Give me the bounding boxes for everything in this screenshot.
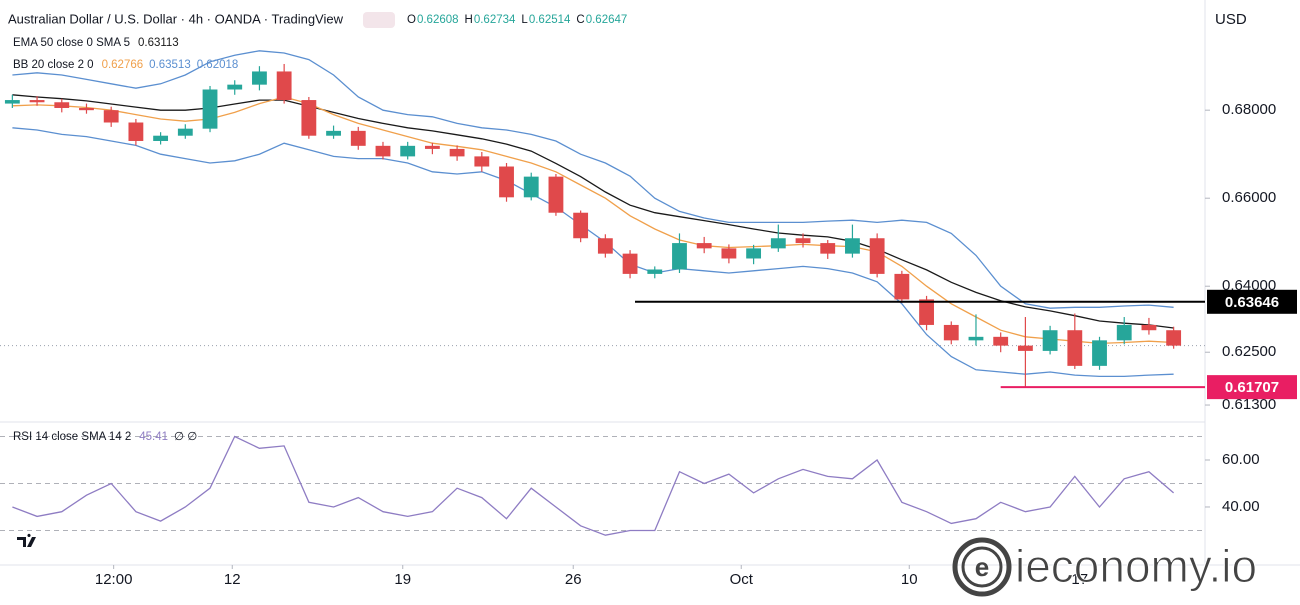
candle-body [301, 100, 317, 136]
indicator-value: 0.62018 [197, 59, 239, 71]
x-tick-label: 10 [901, 571, 918, 588]
level-label: 0.61707 [1225, 379, 1279, 396]
x-tick-label: 26 [565, 571, 582, 588]
x-tick-label: 19 [394, 571, 411, 588]
candle-body [252, 71, 267, 85]
rsi-line [12, 435, 1175, 536]
ohlc-value: 0.62608 [417, 14, 459, 26]
candle-body [795, 238, 811, 244]
labels: O 0.62608 H 0.62734 L 0.62514 C 0.62647 EMA 50 c… [13, 12, 1297, 588]
x-tick-label: Oct [730, 571, 754, 588]
candle-body [919, 299, 934, 325]
candle-body [4, 100, 20, 104]
candle-body [202, 89, 218, 129]
indicator-value: 0.63513 [149, 59, 191, 71]
symbol-badge [363, 12, 395, 28]
candle-body [622, 253, 638, 274]
candle-body [573, 212, 589, 239]
indicator-value: 0.62766 [102, 59, 144, 71]
tv-logo [17, 533, 36, 547]
candle-body [424, 145, 440, 149]
chart-title: Australian Dollar / U.S. Dollar · 4h · O… [8, 11, 344, 26]
candle-body [1042, 330, 1058, 351]
candle-body [869, 238, 885, 274]
y-tick-label: 0.68000 [1222, 101, 1276, 118]
ohlc-label: O [407, 14, 416, 26]
candle-body [103, 110, 119, 123]
candle-body [177, 128, 193, 136]
indicator-name: EMA 50 close 0 SMA 5 [13, 37, 130, 49]
candle-body [29, 100, 45, 103]
candle-body [845, 238, 860, 254]
y-tick-label: 0.62500 [1222, 343, 1276, 360]
candle-body [1067, 330, 1083, 366]
candle-body [770, 238, 786, 249]
ohlc-label: H [465, 14, 473, 26]
candle-body [548, 176, 564, 213]
rsi-tick-label: 40.00 [1222, 498, 1260, 515]
candle-body [894, 273, 910, 300]
ohlc-value: 0.62734 [474, 14, 516, 26]
candle-body [375, 145, 391, 157]
candle-body [968, 336, 984, 341]
candle-body [400, 145, 416, 157]
candle-body [128, 122, 144, 141]
overlay-line [12, 127, 1174, 378]
candle-body [153, 135, 169, 141]
y-tick-label: 0.66000 [1222, 189, 1276, 206]
currency-label[interactable]: USD [1215, 11, 1247, 28]
candle-body [1116, 324, 1132, 341]
watermark-logo: e [952, 537, 1012, 597]
x-tick-label: 17 [1071, 571, 1088, 588]
candle-body [54, 102, 70, 108]
candle-body [1017, 345, 1033, 351]
y-tick-label: 0.61300 [1222, 396, 1276, 413]
x-tick-label: 12 [224, 571, 241, 588]
candle-body [326, 130, 341, 136]
candle-body [672, 243, 687, 270]
ohlc-value: 0.62647 [586, 14, 628, 26]
plot [4, 50, 1205, 536]
rsi-tick-label: 60.00 [1222, 451, 1260, 468]
candle-body [746, 248, 762, 259]
candle-body [1141, 324, 1157, 331]
ohlc-value: 0.62514 [529, 14, 571, 26]
candle-body [1166, 330, 1182, 346]
candle-body [449, 148, 465, 157]
svg-text:e: e [975, 552, 989, 582]
candle-body [227, 84, 243, 90]
x-tick-label: 12:00 [95, 571, 133, 588]
candle-body [79, 107, 94, 111]
candle-body [276, 71, 292, 101]
watermark: ieconomy.io [1015, 540, 1257, 592]
candle-body [474, 156, 490, 167]
ohlc-label: C [576, 14, 584, 26]
candle-body [523, 176, 539, 198]
rsi-name: RSI 14 close SMA 14 2 [13, 431, 131, 443]
candle-body [696, 243, 712, 249]
rsi-extra: ∅ ∅ [174, 431, 197, 443]
candle-body [350, 130, 366, 146]
candle-body [499, 166, 514, 198]
indicator-value: 0.63113 [138, 37, 179, 49]
rsi-value: 45.41 [139, 431, 168, 443]
candle-body [1092, 340, 1107, 366]
overlay-line [12, 50, 1174, 309]
level-label-box [1207, 375, 1297, 400]
candle-body [597, 238, 613, 254]
candle-body [647, 269, 663, 274]
candle-body [721, 248, 737, 259]
level-label-box [1207, 289, 1297, 314]
candle-body [820, 243, 836, 254]
level-label: 0.63646 [1225, 294, 1279, 311]
candle-body [943, 324, 959, 341]
ohlc-label: L [521, 14, 528, 26]
indicator-name: BB 20 close 2 0 [13, 59, 94, 71]
candle-body [993, 336, 1009, 346]
